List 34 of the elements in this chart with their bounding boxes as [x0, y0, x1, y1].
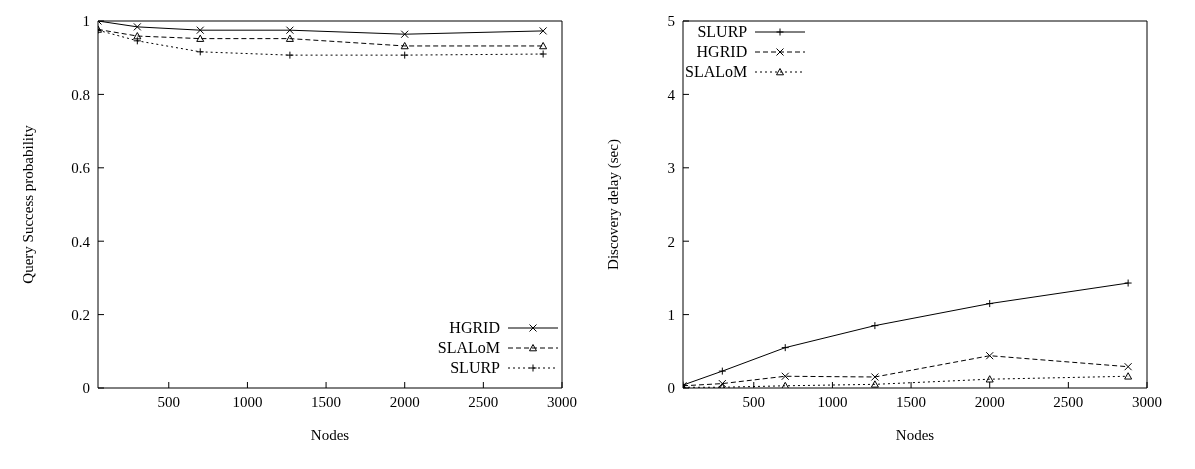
y-axis-title: Query Success probability — [20, 124, 37, 284]
x-tick-label: 1500 — [311, 393, 342, 410]
legend-label: SLALoM — [685, 63, 748, 81]
x-axis-title: Nodes — [895, 427, 935, 443]
x-axis-title: Nodes — [310, 427, 350, 443]
legend-label: HGRID — [449, 319, 500, 337]
x-tick-label: 500 — [157, 393, 181, 410]
y-tick-label: 1 — [667, 306, 675, 323]
legend-label: SLURP — [450, 359, 500, 377]
y-tick-label: 3 — [667, 160, 675, 177]
y-tick-label: 4 — [667, 86, 676, 103]
x-tick-label: 2500 — [1053, 393, 1084, 410]
x-tick-label: 3000 — [547, 393, 577, 410]
x-tick-label: 500 — [742, 393, 766, 410]
legend-label: SLURP — [697, 23, 748, 41]
y-tick-label: 0.6 — [71, 160, 91, 177]
x-tick-label: 2500 — [468, 393, 499, 410]
y-tick-label: 0 — [667, 380, 675, 397]
y-axis-title: Discovery delay (sec) — [605, 139, 623, 270]
y-tick-label: 0.8 — [71, 86, 90, 103]
legend-label: HGRID — [696, 43, 748, 61]
x-tick-label: 1000 — [232, 393, 263, 410]
x-tick-label: 1500 — [896, 393, 927, 410]
x-tick-label: 2000 — [389, 393, 420, 410]
y-tick-label: 0.4 — [71, 233, 91, 250]
x-tick-label: 3000 — [1132, 393, 1162, 410]
x-tick-label: 2000 — [974, 393, 1005, 410]
y-tick-label: 0 — [82, 380, 90, 397]
y-tick-label: 1 — [82, 13, 90, 30]
y-tick-label: 2 — [667, 233, 675, 250]
y-tick-label: 0.2 — [71, 306, 90, 323]
x-tick-label: 1000 — [817, 393, 848, 410]
y-tick-label: 5 — [667, 13, 675, 30]
legend-label: SLALoM — [437, 339, 500, 357]
